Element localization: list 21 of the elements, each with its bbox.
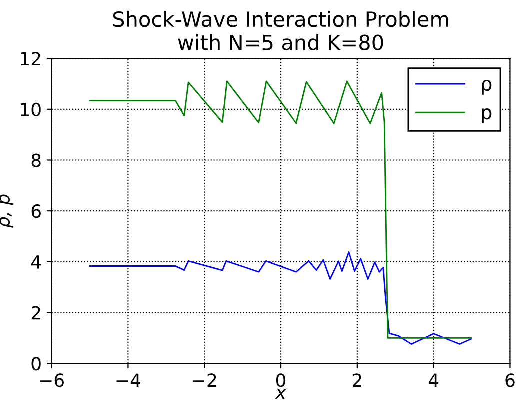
- y-tick-label: 8: [32, 154, 41, 168]
- y-tick-label: 0: [32, 357, 41, 371]
- y-tick-label: 2: [32, 306, 40, 320]
- legend-label: p: [482, 108, 492, 124]
- legend-label: ρ: [482, 80, 492, 95]
- x-tick-label: 6: [506, 374, 515, 388]
- line-series: [89, 252, 472, 345]
- chart-title: Shock-Wave Interaction Problem with N=5 and K=80: [113, 11, 448, 51]
- line-series: [89, 80, 472, 339]
- x-tick-label: −2: [193, 374, 216, 388]
- x-tick-label: 2: [353, 374, 362, 388]
- y-tick-label: 6: [32, 204, 41, 218]
- y-axis-title: ρ, p: [0, 194, 14, 228]
- y-tick-label: 10: [21, 102, 41, 117]
- x-tick-label: −4: [116, 374, 140, 388]
- x-axis-title: x: [275, 389, 287, 399]
- y-tick-label: 12: [21, 52, 40, 66]
- x-tick-label: 4: [428, 374, 439, 388]
- y-tick-label: 4: [31, 256, 42, 269]
- x-tick-label: −6: [40, 374, 64, 388]
- x-tick-label: 0: [276, 374, 286, 388]
